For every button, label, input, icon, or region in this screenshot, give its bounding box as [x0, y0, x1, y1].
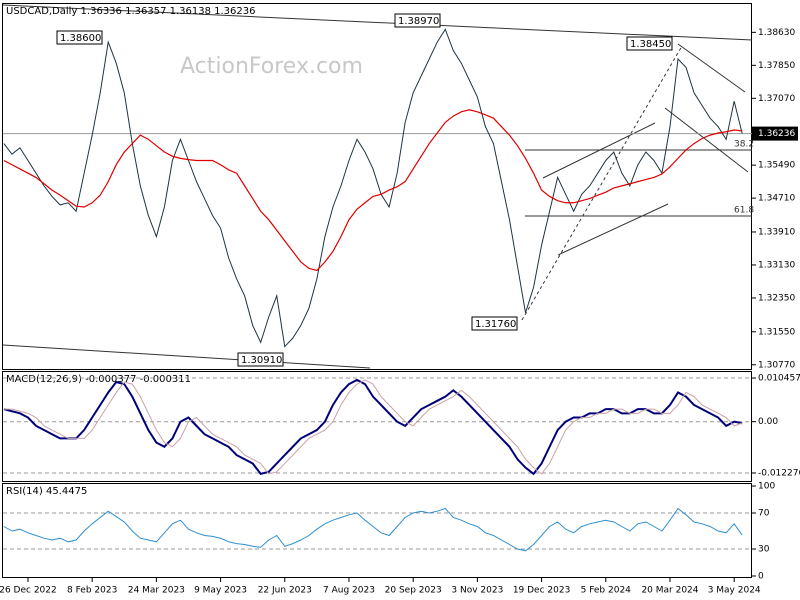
- x-tick-label: 26 Dec 2022: [0, 586, 57, 596]
- y-tick-label: 1.35490: [758, 161, 795, 171]
- annotation: 1.38600: [60, 33, 101, 44]
- annotation: 1.31760: [475, 319, 516, 330]
- series-line: [3, 378, 743, 476]
- annotation-box: [56, 30, 103, 45]
- x-tick-label: 20 Mar 2024: [641, 586, 698, 596]
- current-price-box: [752, 126, 798, 141]
- x-tick-label: 5 Feb 2024: [581, 586, 632, 596]
- y-tick-label: 100: [758, 482, 775, 492]
- y-tick-label: 1.32350: [758, 293, 795, 303]
- watermark: ActionForex.com: [180, 54, 363, 79]
- annotations: 1.38600 1.38970 1.38450 1.31760 1.30910 …: [56, 13, 754, 367]
- annotation-box: [394, 13, 441, 28]
- y-tick-label: 1.31550: [758, 327, 795, 337]
- rsi-panel: [2, 483, 752, 578]
- y-tick-label: 1.33910: [758, 227, 795, 237]
- series-line: [3, 379, 743, 475]
- x-tick-label: 22 Jun 2023: [258, 586, 312, 596]
- fib-label: 61.8: [734, 206, 754, 216]
- x-tick-label: 9 May 2023: [194, 586, 247, 596]
- y-tick-label: 1.30770: [758, 360, 795, 370]
- y-tick-label: 30: [758, 545, 770, 555]
- macd-panel: [2, 371, 752, 482]
- y-tick-label: -0.012276: [758, 468, 800, 478]
- x-tick-label: 3 May 2024: [708, 586, 761, 596]
- y-tick-label: 0.010457: [758, 374, 800, 384]
- series-line: [3, 507, 743, 552]
- y-tick-label: 1.34710: [758, 194, 795, 204]
- y-tick-label: 70: [758, 509, 770, 519]
- annotation-box: [626, 36, 673, 51]
- annotation-box: [237, 352, 284, 367]
- annotation-box: [471, 316, 518, 331]
- x-tick-label: 19 Dec 2023: [513, 586, 571, 596]
- x-tick-label: 20 Sep 2023: [385, 586, 442, 596]
- x-tick-label: 8 Feb 2023: [67, 586, 117, 596]
- series-line: [3, 109, 743, 272]
- x-tick-label: 3 Nov 2023: [451, 586, 503, 596]
- y-tick-label: 0.00: [758, 417, 778, 427]
- series-line: [3, 28, 743, 348]
- rsi-title: RSI(14) 45.4475: [6, 486, 87, 497]
- annotation: 1.30910: [241, 355, 282, 366]
- annotation: 1.38970: [398, 16, 439, 27]
- y-tick-label: 1.37850: [758, 61, 795, 71]
- y-tick-label: 0: [758, 572, 764, 582]
- macd-title: MACD(12,26,9) -0.000377 -0.000311: [6, 374, 191, 385]
- y-tick-label: 1.37070: [758, 94, 795, 104]
- annotation: 1.38450: [630, 39, 671, 50]
- fib-label: 38.2: [734, 140, 754, 150]
- y-tick-label: 1.33130: [758, 260, 795, 270]
- y-tick-label: 1.38630: [758, 28, 795, 38]
- trend-lines: [2, 4, 753, 369]
- current-price-label: 1.36236: [758, 129, 795, 139]
- price-title: USDCAD,Daily 1.36336 1.36357 1.36138 1.3…: [6, 6, 256, 17]
- x-tick-label: 24 Mar 2023: [128, 586, 185, 596]
- x-tick-label: 7 Aug 2023: [323, 586, 375, 596]
- price-panel: [2, 3, 752, 370]
